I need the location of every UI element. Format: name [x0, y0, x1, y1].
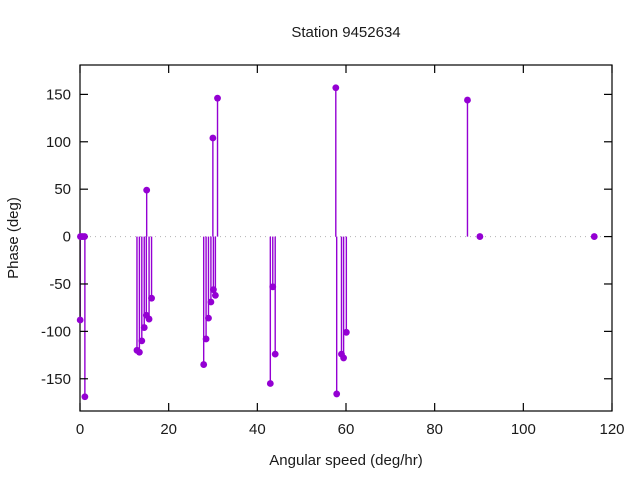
data-point — [200, 361, 208, 368]
data-point — [140, 324, 148, 331]
data-point — [145, 315, 153, 323]
data-point — [266, 380, 274, 387]
data-point — [590, 233, 598, 240]
chart-title: Station 9452634 — [291, 24, 400, 41]
data-point — [143, 186, 151, 194]
data-point — [136, 348, 143, 356]
x-tick-label: 80 — [426, 421, 443, 438]
data-point — [476, 233, 484, 240]
data-point — [209, 286, 217, 294]
data-point — [81, 233, 88, 240]
data-point — [81, 393, 89, 401]
y-tick-label: 50 — [54, 181, 71, 198]
y-tick-label: 0 — [63, 229, 71, 246]
data-point — [209, 134, 217, 142]
data-point — [333, 390, 341, 398]
data-point — [269, 283, 277, 291]
x-tick-label: 20 — [160, 421, 177, 438]
y-axis-title: Phase (deg) — [5, 197, 22, 279]
y-tick-label: -150 — [41, 371, 71, 388]
data-point — [207, 298, 215, 306]
y-tick-label: 100 — [46, 134, 71, 151]
y-tick-label: 150 — [46, 86, 71, 103]
data-point — [464, 96, 471, 104]
data-point — [205, 314, 212, 322]
x-tick-label: 60 — [338, 421, 355, 438]
data-point — [271, 350, 279, 358]
x-tick-label: 0 — [76, 421, 84, 438]
data-point — [340, 354, 348, 362]
data-point — [148, 294, 155, 302]
data-point — [76, 316, 84, 324]
impulse-stem-layer — [79, 87, 469, 397]
x-tick-label: 100 — [511, 421, 536, 438]
data-point — [202, 335, 210, 343]
data-point — [342, 328, 350, 336]
data-point — [138, 337, 146, 345]
y-tick-label: -100 — [41, 323, 71, 340]
data-point — [214, 94, 221, 102]
data-point-layer — [76, 84, 598, 401]
data-point — [332, 84, 340, 92]
y-tick-label: -50 — [49, 276, 71, 293]
x-axis-title: Angular speed (deg/hr) — [269, 452, 422, 469]
data-point — [211, 291, 219, 299]
tick-label-layer: 0 20 40 60 80 100 120 -150 -100 -50 0 50 100 150 — [41, 86, 625, 438]
x-tick-label: 120 — [599, 421, 624, 438]
x-tick-label: 40 — [249, 421, 266, 438]
